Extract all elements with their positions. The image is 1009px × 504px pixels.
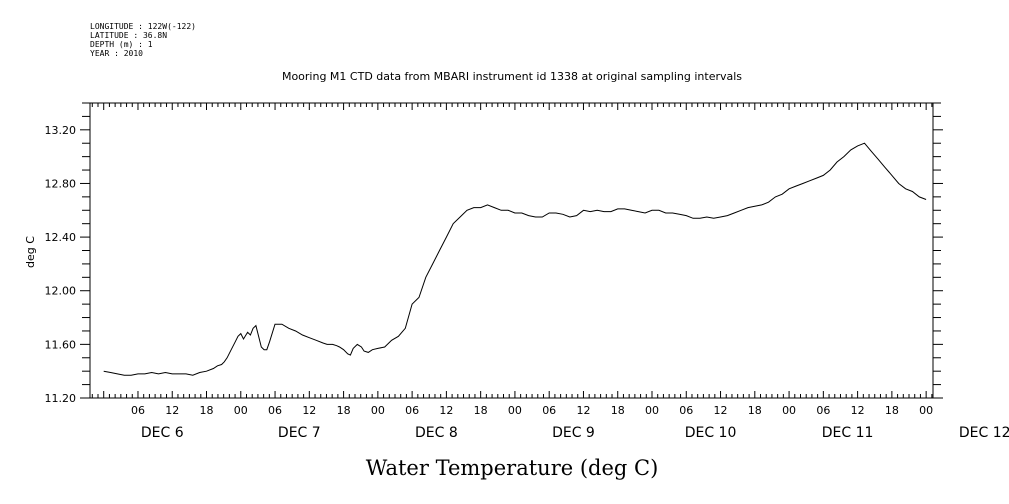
y-tick-label: 12.00 [45, 285, 77, 298]
plot-frame [89, 102, 934, 399]
chart-title: Mooring M1 CTD data from MBARI instrumen… [282, 70, 742, 83]
x-tick-label: 12 [576, 404, 590, 417]
x-tick-label: 18 [337, 404, 351, 417]
metadata-latitude: LATITUDE : 36.8N [90, 31, 168, 40]
x-tick-label: 12 [851, 404, 865, 417]
x-tick-label: 12 [439, 404, 453, 417]
day-label: DEC 6 [141, 425, 184, 441]
y-axis-label: deg C [24, 236, 37, 268]
day-label: DEC 10 [685, 425, 737, 441]
x-tick-label: 12 [302, 404, 316, 417]
y-tick-label: 11.20 [45, 392, 77, 405]
y-tick-label: 12.40 [45, 231, 77, 244]
x-tick-label: 00 [919, 404, 933, 417]
x-tick-label: 18 [200, 404, 214, 417]
x-tick-label: 00 [508, 404, 522, 417]
x-tick-label: 18 [474, 404, 488, 417]
y-tick-label: 13.20 [45, 124, 77, 137]
series-layer [103, 142, 927, 376]
metadata-block: LONGITUDE : 122W(-122) LATITUDE : 36.8N DE… [90, 22, 196, 58]
temperature-series-line [103, 142, 927, 376]
x-tick-label: 00 [645, 404, 659, 417]
x-tick-label: 00 [782, 404, 796, 417]
day-label: DEC 8 [415, 425, 458, 441]
metadata-year: YEAR : 2010 [90, 49, 143, 58]
x-tick-label: 06 [542, 404, 556, 417]
x-tick-label: 12 [714, 404, 728, 417]
y-tick-label: 12.80 [45, 177, 77, 190]
day-label: DEC 11 [822, 425, 874, 441]
y-tick-label: 11.60 [45, 338, 77, 351]
x-tick-label: 00 [371, 404, 385, 417]
x-tick-label: 06 [405, 404, 419, 417]
x-tick-label: 18 [611, 404, 625, 417]
x-tick-label: 18 [748, 404, 762, 417]
x-tick-label: 06 [816, 404, 830, 417]
x-tick-label: 00 [234, 404, 248, 417]
x-tick-label: 06 [679, 404, 693, 417]
axes: 06 12 18 00 06 12 18 00 06 12 18 00 06 12 18 00 06 12 18 00… [45, 102, 1009, 441]
day-label: DEC 9 [552, 425, 595, 441]
x-axis-label: Water Temperature (deg C) [366, 456, 659, 480]
x-tick-label: 12 [165, 404, 179, 417]
metadata-depth: DEPTH (m) : 1 [90, 40, 153, 49]
x-tick-label: 06 [131, 404, 145, 417]
day-label: DEC 7 [278, 425, 321, 441]
metadata-longitude: LONGITUDE : 122W(-122) [90, 22, 196, 31]
x-tick-label: 06 [268, 404, 282, 417]
x-tick-label: 18 [885, 404, 899, 417]
day-label: DEC 12 [959, 425, 1009, 441]
